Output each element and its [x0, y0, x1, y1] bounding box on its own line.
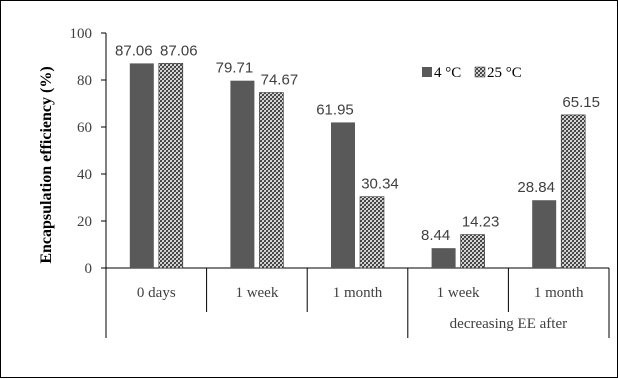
- data-label: 8.44: [421, 227, 450, 244]
- bar-25c: [158, 63, 184, 269]
- bar-4c: [431, 248, 456, 268]
- legend-label-4c: 4 °C: [434, 65, 461, 81]
- data-label: 28.84: [517, 179, 555, 196]
- bar-25c: [460, 234, 485, 269]
- y-tick-label: 80: [77, 73, 92, 89]
- y-tick-label: 100: [70, 26, 93, 42]
- bar-25c: [259, 92, 284, 269]
- x-category-label: 1 week: [235, 285, 278, 301]
- legend-label-25c: 25 °C: [487, 65, 522, 81]
- x-group-label: decreasing EE after: [450, 316, 567, 332]
- x-category-label: 1 month: [333, 285, 383, 301]
- data-label: 30.34: [361, 176, 399, 193]
- data-label: 74.67: [261, 72, 299, 89]
- plot-area: 0 20 40 60 80 100 87.06 87.06 0 days 79.71 74.67 1 …: [70, 26, 610, 338]
- bar-4c: [129, 63, 154, 269]
- bar-25c: [560, 114, 586, 269]
- bar-25c: [359, 196, 385, 269]
- y-axis-title: Encapsulation efficiency (%): [38, 66, 55, 263]
- bar-4c: [532, 200, 557, 268]
- data-label: 14.23: [462, 214, 500, 231]
- data-label: 65.15: [562, 94, 600, 111]
- bar-4c: [230, 80, 255, 268]
- bar-4c: [331, 122, 355, 268]
- data-label: 79.71: [216, 60, 254, 77]
- y-tick-label: 0: [85, 261, 93, 277]
- y-tick-label: 40: [77, 167, 92, 183]
- x-category-label: 0 days: [137, 285, 176, 301]
- legend: 4 °C 25 °C: [422, 65, 522, 81]
- data-label: 87.06: [160, 42, 198, 59]
- legend-swatch-25c: [474, 66, 486, 78]
- legend-swatch-4c: [422, 67, 432, 77]
- x-category-label: 1 week: [437, 285, 480, 301]
- y-tick-label: 60: [77, 120, 92, 136]
- data-label: 87.06: [115, 42, 153, 59]
- y-tick-label: 20: [77, 214, 92, 230]
- x-category-label: 1 month: [534, 285, 584, 301]
- data-label: 61.95: [316, 101, 354, 118]
